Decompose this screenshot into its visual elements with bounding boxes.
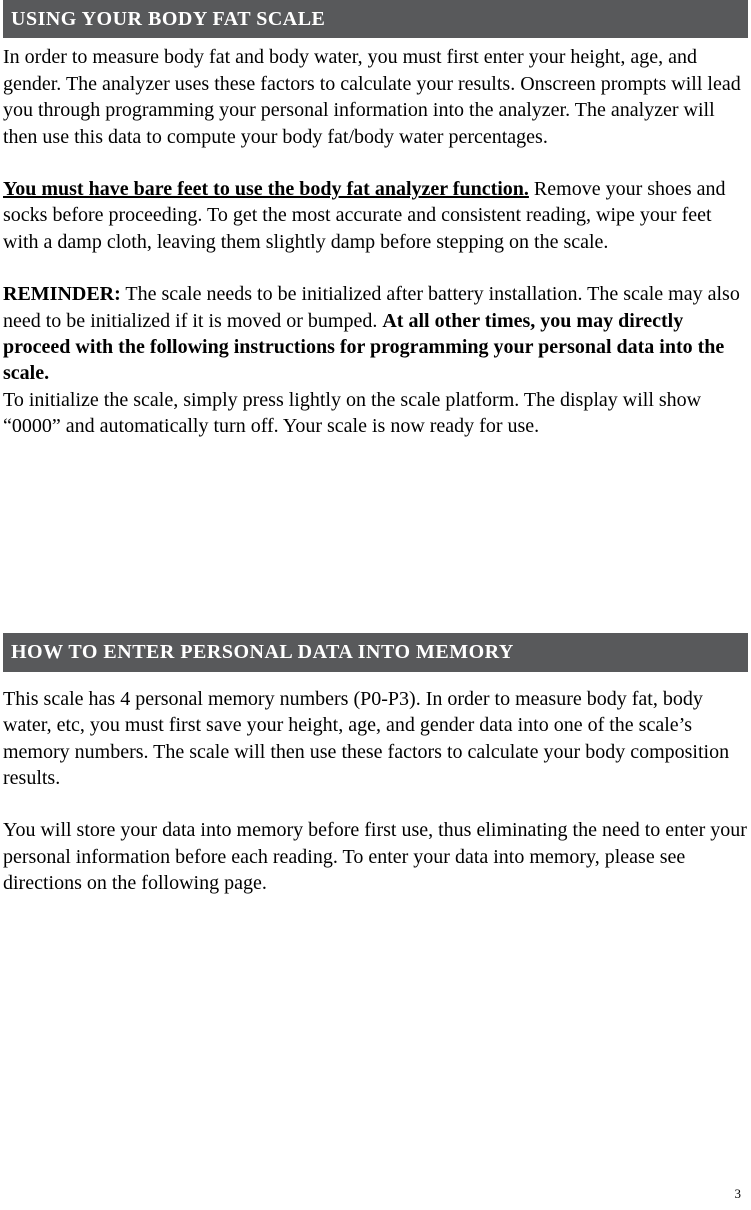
section-header-enter-data: HOW TO ENTER PERSONAL DATA INTO MEMORY: [3, 633, 748, 671]
barefeet-heading: You must have bare feet to use the body …: [3, 178, 529, 200]
barefeet-paragraph: You must have bare feet to use the body …: [3, 176, 748, 255]
intro-block: In order to measure body fat and body wa…: [3, 44, 748, 150]
reminder-post: To initialize the scale, simply press li…: [3, 387, 748, 440]
intro-paragraph: In order to measure body fat and body wa…: [3, 44, 748, 150]
reminder-block: REMINDER: The scale needs to be initiali…: [3, 281, 748, 439]
page-number: 3: [735, 1185, 742, 1202]
reminder-paragraph: REMINDER: The scale needs to be initiali…: [3, 281, 748, 387]
memory-paragraph-2: You will store your data into memory bef…: [3, 817, 748, 896]
vertical-spacer: [3, 465, 748, 633]
small-spacer: [3, 678, 748, 686]
barefeet-block: You must have bare feet to use the body …: [3, 176, 748, 255]
memory-block-1: This scale has 4 personal memory numbers…: [3, 686, 748, 792]
section-header-using-scale: USING YOUR BODY FAT SCALE: [3, 0, 748, 38]
reminder-label: REMINDER:: [3, 283, 121, 305]
memory-paragraph-1: This scale has 4 personal memory numbers…: [3, 686, 748, 792]
memory-block-2: You will store your data into memory bef…: [3, 817, 748, 896]
